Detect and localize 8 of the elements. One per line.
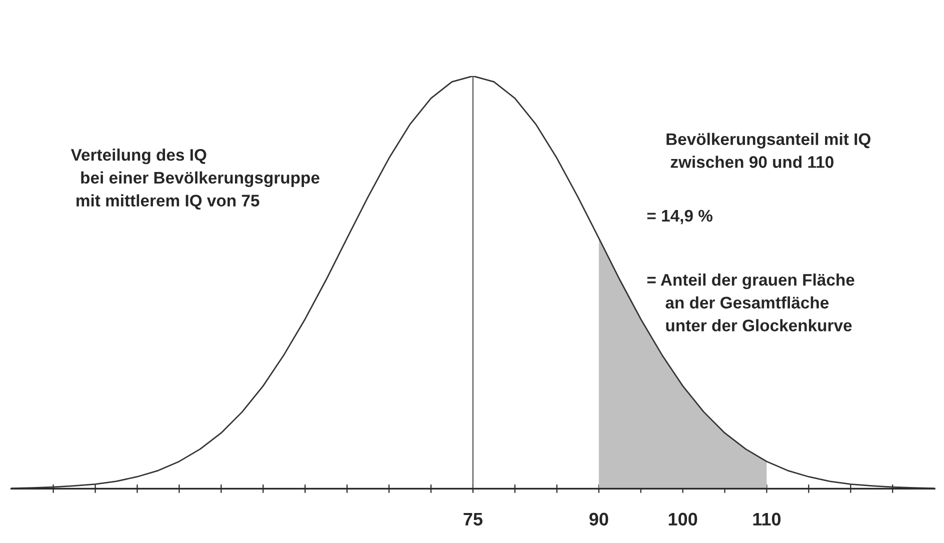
annotation: = 14,9 % (647, 210, 712, 224)
x-tick-label: 110 (753, 512, 781, 526)
x-tick-label: 75 (464, 512, 482, 526)
x-tick-label: 100 (668, 512, 698, 526)
x-tick-label: 90 (589, 512, 608, 526)
annotation: = Anteil der grauen Fläche an der Gesamtfläche unter der Glockenkurve (647, 273, 854, 332)
annotation: Verteilung des IQ bei einer Bevölkerungsgruppe mit mittlerem IQ von 75 (70, 148, 320, 210)
annotation: Bevölkerungsanteil mit IQ zwischen 90 und 110 (666, 132, 870, 168)
